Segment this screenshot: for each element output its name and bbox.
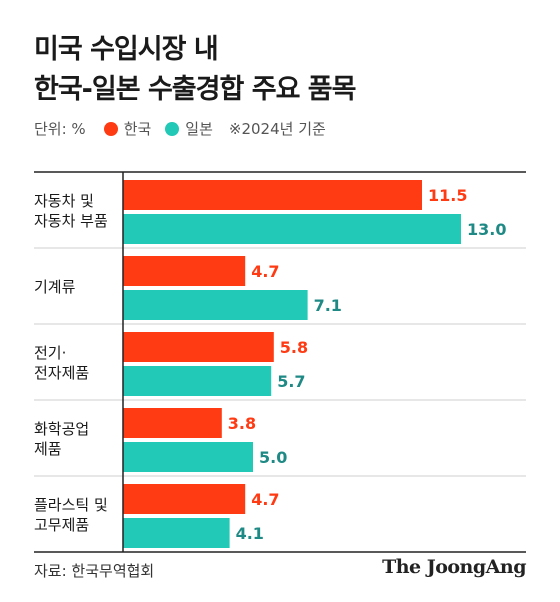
bar-korea bbox=[123, 484, 246, 514]
legend: 단위: % 한국 일본 ※2024년 기준 bbox=[34, 118, 326, 139]
base-year-note: ※2024년 기준 bbox=[228, 120, 326, 138]
category-label: 제품 bbox=[34, 440, 62, 458]
source-note: 자료: 한국무역협회 bbox=[34, 562, 155, 580]
bar-japan bbox=[123, 214, 461, 244]
bar-japan bbox=[123, 366, 272, 396]
category-label: 전자제품 bbox=[34, 364, 89, 382]
unit-label: 단위: % bbox=[34, 120, 86, 138]
bar-korea bbox=[123, 256, 246, 286]
legend-korea-label: 한국 bbox=[123, 120, 152, 138]
bar-korea bbox=[123, 332, 274, 362]
value-label-korea: 4.7 bbox=[251, 490, 279, 509]
bar-korea bbox=[123, 408, 222, 438]
bar-japan bbox=[123, 290, 308, 320]
chart-title: 미국 수입시장 내 한국-일본 수출경합 주요 품목 bbox=[34, 30, 356, 110]
legend-japan-marker bbox=[165, 121, 180, 136]
category-label: 플라스틱 및 bbox=[34, 496, 108, 514]
value-label-japan: 13.0 bbox=[467, 220, 506, 239]
value-label-korea: 5.8 bbox=[280, 338, 308, 357]
category-label: 화학공업 bbox=[34, 420, 89, 438]
bar-korea bbox=[123, 180, 422, 210]
legend-korea-marker bbox=[103, 121, 118, 136]
category-label: 전기· bbox=[34, 344, 66, 362]
category-label: 고무제품 bbox=[34, 516, 89, 534]
value-label-korea: 3.8 bbox=[228, 414, 256, 433]
value-label-japan: 4.1 bbox=[236, 524, 264, 543]
brand-logo: The JoongAng bbox=[382, 556, 526, 578]
legend-japan-label: 일본 bbox=[185, 120, 213, 138]
value-label-japan: 7.1 bbox=[314, 296, 342, 315]
category-label: 자동차 및 bbox=[34, 192, 94, 210]
value-label-korea: 11.5 bbox=[428, 186, 467, 205]
value-label-japan: 5.0 bbox=[259, 448, 287, 467]
category-label: 기계류 bbox=[34, 278, 76, 296]
bar-japan bbox=[123, 518, 230, 548]
value-label-korea: 4.7 bbox=[251, 262, 279, 281]
title-line-2: 한국-일본 수출경합 주요 품목 bbox=[34, 74, 356, 105]
category-label: 자동차 부품 bbox=[34, 212, 108, 230]
value-label-japan: 5.7 bbox=[277, 372, 305, 391]
title-line-1: 미국 수입시장 내 bbox=[34, 34, 219, 65]
bar-japan bbox=[123, 442, 253, 472]
